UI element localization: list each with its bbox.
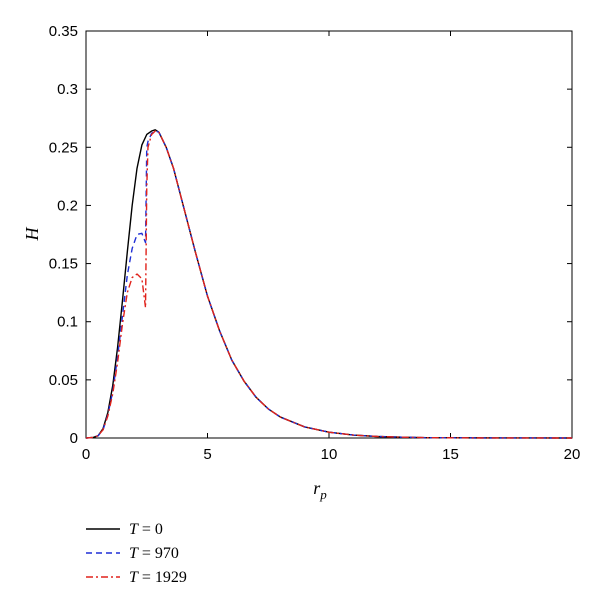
legend-label-1: T = 0 [129,521,163,538]
legend: T = 0 T = 970 T = 1929 [86,521,187,586]
series-group [85,129,573,439]
series-line-3 [85,130,573,439]
y-tick-label: 0.1 [57,314,78,331]
plot-area [85,30,573,439]
y-tick-label: 0.3 [57,81,78,98]
y-axis-label: H [22,227,42,242]
x-axis: 0 5 10 15 20 [82,31,581,463]
x-axis-label: rp [313,478,327,502]
x-tick-label: 15 [442,446,459,463]
x-tick-label: 20 [564,446,581,463]
y-tick-label: 0.35 [49,23,78,40]
series-line-2 [85,130,573,439]
x-tick-label: 0 [82,446,90,463]
y-tick-label: 0.25 [49,139,78,156]
x-tick-label: 10 [321,446,338,463]
legend-label-2: T = 970 [129,545,179,562]
y-tick-label: 0.2 [57,197,78,214]
y-axis: 0 0.05 0.1 0.15 0.2 0.25 0.3 0.35 [49,23,572,447]
y-tick-label: 0.15 [49,256,78,273]
y-tick-label: 0 [70,430,78,447]
y-tick-label: 0.05 [49,372,78,389]
legend-label-3: T = 1929 [129,569,187,586]
x-tick-label: 5 [203,446,211,463]
